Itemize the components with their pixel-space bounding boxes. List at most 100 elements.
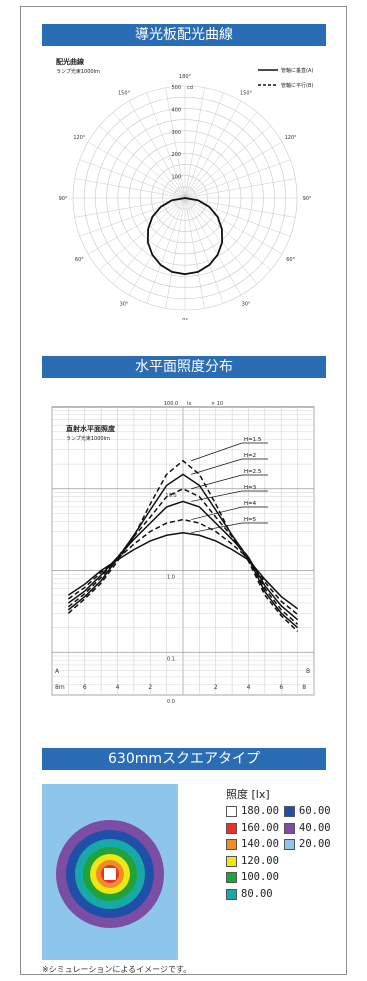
polar-grid-spoke [184,197,283,255]
illuminance-x-end-label: B [306,668,310,675]
polar-chart-subtitle: ランプ光束1000lm [56,68,100,75]
illuminance-x-tick: 2 [214,684,218,691]
polar-chart-panel: 100 200 300 400 500 cd 180° 150° 120° 90° 60° 30° 0°… [42,48,326,324]
polar-grid-spoke [112,112,186,199]
legend-title: 照度 [lx] [226,788,270,801]
legend-label: 100.00 [241,871,279,883]
polar-grid-spoke [112,197,186,284]
polar-chart-title: 配光曲線 [56,57,84,66]
legend-label: 80.00 [241,887,273,900]
illuminance-series-curve [67,459,299,632]
illuminance-series-leader [191,442,243,462]
polar-legend-label: 管軸に垂直(A) [281,67,313,74]
illuminance-x-end-label: 8m [55,684,65,691]
polar-grid-spoke [128,100,186,199]
section-title-polar: 導光板配光曲線 [42,24,326,46]
illuminance-x-tick: 4 [247,684,251,691]
illuminance-series-label: H=5 [244,517,257,523]
simulation-note: ※シミュレーションによるイメージです。 [42,965,192,974]
legend-label: 20.00 [299,838,331,850]
illuminance-series-curve [67,487,299,625]
legend-swatch [226,839,237,850]
polar-grid-spoke [184,197,224,304]
polar-grid-spoke [184,141,283,199]
legend-label: 140.00 [241,838,279,850]
polar-angle-label: 90° [59,196,68,202]
polar-radial-tick: 300 [171,130,181,136]
simulation-heatmap [42,784,178,960]
polar-grid-spoke [74,178,186,199]
illuminance-y-multiplier: × 10 [211,401,223,407]
legend-label: 160.00 [241,821,279,834]
illuminance-series-leader [191,506,243,520]
polar-radial-tick: 100 [171,175,181,181]
polar-grid-spoke [184,112,258,199]
legend-swatch [284,806,295,817]
polar-angle-label: 120° [73,135,86,141]
illuminance-series-curve [67,531,299,610]
legend-swatch [226,822,237,834]
polar-legend-label: 管軸に平行(B) [281,82,313,89]
polar-radial-tick: 200 [171,152,181,158]
polar-grid-spoke [184,178,296,199]
heatmap-legend: 照度 [lx] 180.00 160.00 140.00 120.00 100.00 80… [226,784,331,960]
illuminance-series-curve [67,500,299,621]
section-title-simulation: 630mmスクエアタイプ [42,748,326,770]
legend-swatch [284,839,295,850]
polar-angle-label: 180° [179,74,192,80]
illuminance-x-tick: 6 [83,684,87,691]
simulation-panel: 照度 [lx] 180.00 160.00 140.00 120.00 100.00 80… [42,784,331,960]
polar-grid-spoke [184,197,296,218]
polar-grid-spoke [74,197,186,218]
polar-radial-tick: 400 [171,107,181,113]
polar-grid-spoke [146,197,186,304]
polar-angle-label: 30° [242,302,251,308]
polar-angle-label: 30° [120,302,129,308]
illuminance-series-label: H=2.5 [244,469,262,475]
polar-grid-spoke [79,197,186,237]
polar-angle-label: 0° [182,318,188,320]
polar-grid-spoke [184,197,271,271]
polar-grid-spoke [184,125,271,199]
illuminance-series-leader [191,490,243,502]
polar-grid-spoke [184,197,291,237]
polar-angle-label: 60° [75,257,84,263]
section-title-illuminance: 水平面照度分布 [42,356,326,378]
illuminance-x-tick: 8 [302,684,306,691]
illuminance-series-leader [191,522,243,534]
illuminance-chart-title: 直射水平面照度 [66,424,116,433]
legend-label: 60.00 [299,805,331,817]
illuminance-chart-panel: 100.0 10.0 1.0 0.1 0.0 lx × 10 6 4 2 2 4 6 8 A 8m B 直射水平面… [42,395,326,705]
polar-grid-spoke [184,92,224,199]
illuminance-x-end-label: A [55,668,60,675]
polar-angle-label: 150° [240,90,253,96]
illuminance-chart: 100.0 10.0 1.0 0.1 0.0 lx × 10 6 4 2 2 4 6 8 A 8m B 直射水平面… [51,401,315,705]
polar-grid-spoke [79,159,186,199]
polar-grid-spoke [165,197,186,309]
illuminance-series-label: H=3 [244,485,257,491]
polar-grid-spoke [184,100,242,199]
legend-label: 120.00 [241,854,279,867]
polar-grid-spoke [184,159,291,199]
illuminance-y-tick: 0.0 [167,699,175,705]
polar-grid-spoke [99,125,186,199]
illuminance-x-tick: 6 [279,684,283,691]
polar-grid-spoke [99,197,186,271]
polar-grid-spoke [165,87,186,199]
polar-angle-label: 120° [285,135,298,141]
polar-grid-spoke [128,197,186,296]
illuminance-series-leader [191,474,243,490]
illuminance-x-tick: 2 [148,684,152,691]
heatmap-peak-square [104,868,116,880]
illuminance-y-tick: 10.0 [165,493,176,499]
polar-grid-spoke [87,197,186,255]
polar-radial-unit: cd [187,85,193,91]
legend-swatch [226,855,237,867]
polar-grid-spoke [146,92,186,199]
legend-label: 40.00 [299,821,331,834]
polar-angle-label: 60° [286,257,295,263]
illuminance-y-tick: 100.0 [164,401,178,407]
polar-grid-spoke [184,87,205,199]
legend-swatch [226,872,237,883]
illuminance-series-label: H=1.5 [244,437,262,443]
